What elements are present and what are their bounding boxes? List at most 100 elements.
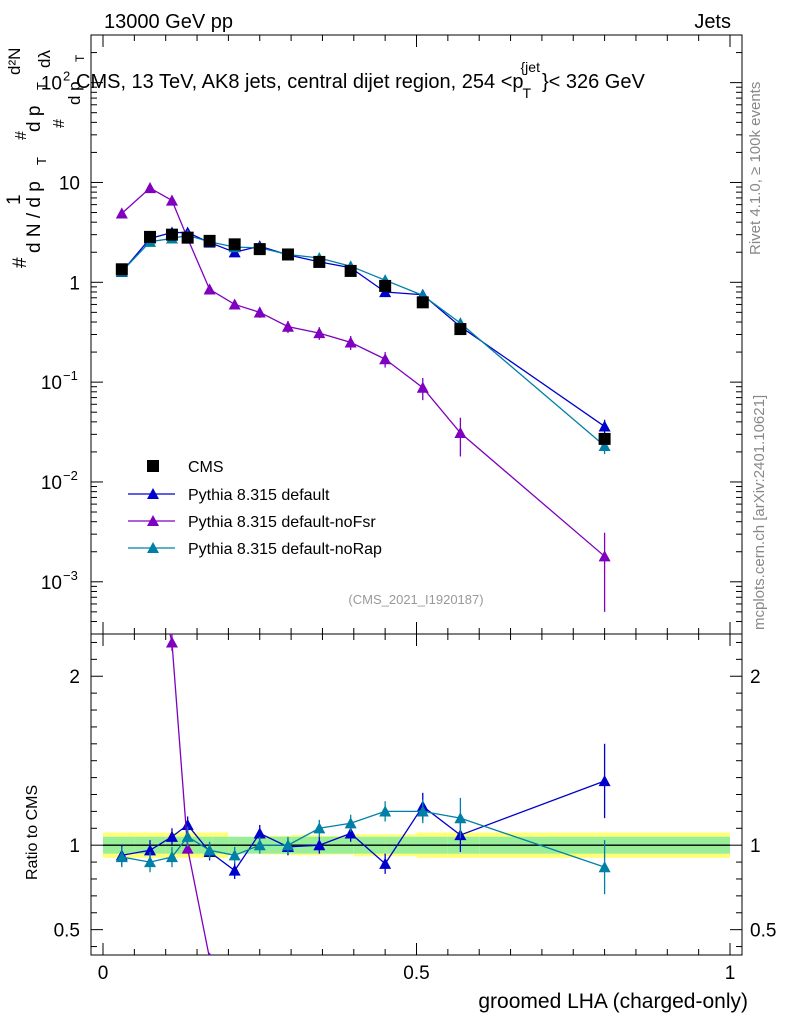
y-tick-base: 10	[41, 473, 62, 494]
ratio-line-1	[169, 634, 210, 955]
cms-point-6	[253, 243, 266, 256]
series-1-point-11	[416, 381, 429, 393]
ratio-2-point-6	[253, 839, 266, 851]
plot-title: CMS, 13 TeV, AK8 jets, central dijet reg…	[76, 59, 645, 101]
cms-point-1	[144, 230, 157, 243]
y-tick-exponent: −2	[63, 468, 78, 483]
title-subscript: T	[523, 85, 532, 101]
series-line-0	[121, 231, 605, 427]
y-tick-base: 10	[59, 173, 80, 194]
ratio-2-point-2	[165, 851, 178, 863]
ratio-1-point-6	[254, 969, 266, 980]
series-1-point-5	[228, 298, 241, 310]
y-tick-label-4: 10	[59, 173, 80, 194]
ratio-2-point-0	[115, 851, 128, 863]
ratio-1-point-2	[165, 636, 178, 648]
ratio-tick-label-left-2: 2	[69, 667, 80, 688]
ylabel-t-2: T	[34, 82, 49, 90]
chart-marks	[115, 182, 611, 1004]
title-main: CMS, 13 TeV, AK8 jets, central dijet reg…	[76, 71, 524, 93]
series-1-point-9	[344, 336, 357, 348]
x-tick-label-0: 0	[98, 963, 109, 984]
rivet-label: Rivet 4.1.0, ≥ 100k events	[747, 82, 764, 255]
ratio-0-point-1	[144, 844, 157, 856]
series-1-point-4	[203, 283, 216, 295]
ylabel-t-1: T	[34, 157, 49, 165]
ratio-2-point-9	[344, 817, 357, 829]
series-line-2	[121, 234, 606, 447]
series-line-1	[121, 187, 606, 557]
ratio-0-point-3	[181, 818, 194, 831]
mcplots-label: mcplots.cern.ch [arXiv:2401.10621]	[751, 395, 768, 630]
ratio-0-point-9	[344, 827, 357, 839]
cms-point-12	[454, 323, 467, 336]
series-0-point-13	[598, 420, 611, 432]
ratio-1-point-5	[229, 966, 241, 977]
legend-label-cms: CMS	[188, 459, 224, 476]
ratio-series-group	[115, 544, 611, 1004]
ylabel-hash-3: #	[51, 119, 68, 128]
ratio-tick-label-right-2: 2	[750, 667, 761, 688]
ylabel-dp: d p	[24, 106, 45, 132]
y-tick-exponent: −1	[63, 368, 78, 383]
cms-point-2	[165, 228, 178, 241]
legend-marker-default	[147, 488, 159, 499]
ratio-tick-label-left-0: 0.5	[54, 921, 80, 942]
cms-point-0	[115, 263, 128, 276]
ratio-tick-label-right-1: 1	[750, 836, 761, 857]
cms-point-9	[344, 264, 357, 277]
x-tick-label-2: 1	[725, 963, 736, 984]
title-superscript: {jet	[521, 59, 541, 75]
ratio-1-point-0	[116, 544, 128, 555]
ratio-2-point-12	[454, 812, 467, 824]
ratio-0-point-8	[313, 839, 326, 851]
ratio-line-2	[121, 810, 605, 868]
x-tick-label-1: 0.5	[403, 963, 429, 984]
legend-marker-nofsr	[147, 515, 159, 526]
header-jets-label: Jets	[694, 11, 731, 33]
ratio-1-point-3	[181, 842, 194, 854]
series-1-point-12	[454, 426, 467, 439]
series-1-point-2	[165, 194, 178, 206]
legend-label-norap: Pythia 8.315 default-noRap	[188, 541, 382, 558]
ylabel-dn-dpt: d N / d p	[24, 181, 45, 253]
y-tick-exponent: −3	[63, 568, 78, 583]
analysis-tag: (CMS_2021_I1920187)	[348, 592, 483, 607]
y-tick-base: 10	[41, 373, 62, 394]
ratio-2-point-11	[416, 805, 429, 817]
y-tick-label-3: 1	[69, 273, 80, 294]
ratio-2-point-3	[181, 830, 194, 842]
ratio-1-point-11	[417, 984, 429, 995]
y-tick-base: 10	[41, 573, 62, 594]
ratio-0-point-5	[228, 864, 241, 876]
ratio-2-point-10	[379, 805, 392, 817]
series-1-point-8	[313, 327, 326, 339]
ratio-line-0	[121, 780, 605, 872]
series-1-point-1	[144, 182, 157, 194]
title-end: }< 326 GeV	[542, 71, 646, 93]
ylabel-dp-dl: d p	[65, 81, 84, 105]
legend: CMS Pythia 8.315 default Pythia 8.315 de…	[128, 459, 382, 558]
y-tick-label-5: 10 2	[41, 69, 70, 95]
ratio-frame	[90, 633, 743, 956]
y-axis-label: # d N / d p T 1 # # d p T d²N d p T dλ	[4, 48, 87, 268]
ylabel-t-3: T	[73, 54, 87, 62]
main-series-group	[115, 182, 611, 612]
ratio-1-point-10	[379, 978, 391, 989]
ylabel-d2n: d²N	[5, 48, 24, 75]
ratio-1-point-9	[345, 976, 357, 987]
y-tick-base: 10	[41, 74, 62, 95]
ratio-0-point-13	[598, 774, 611, 787]
y-tick-label-2: 10 −1	[41, 368, 78, 394]
ylabel-hash-2: #	[13, 131, 30, 140]
ratio-0-point-2	[165, 830, 178, 842]
cms-point-5	[228, 238, 241, 251]
y-tick-exponent: 2	[63, 69, 70, 84]
ratio-1-point-12	[454, 993, 466, 1004]
x-axis-label: groomed LHA (charged-only)	[478, 990, 748, 1013]
y-tick-label-0: 10 −3	[41, 568, 78, 594]
ylabel-one: 1	[4, 194, 25, 205]
y-tick-label-1: 10 −2	[41, 468, 78, 494]
